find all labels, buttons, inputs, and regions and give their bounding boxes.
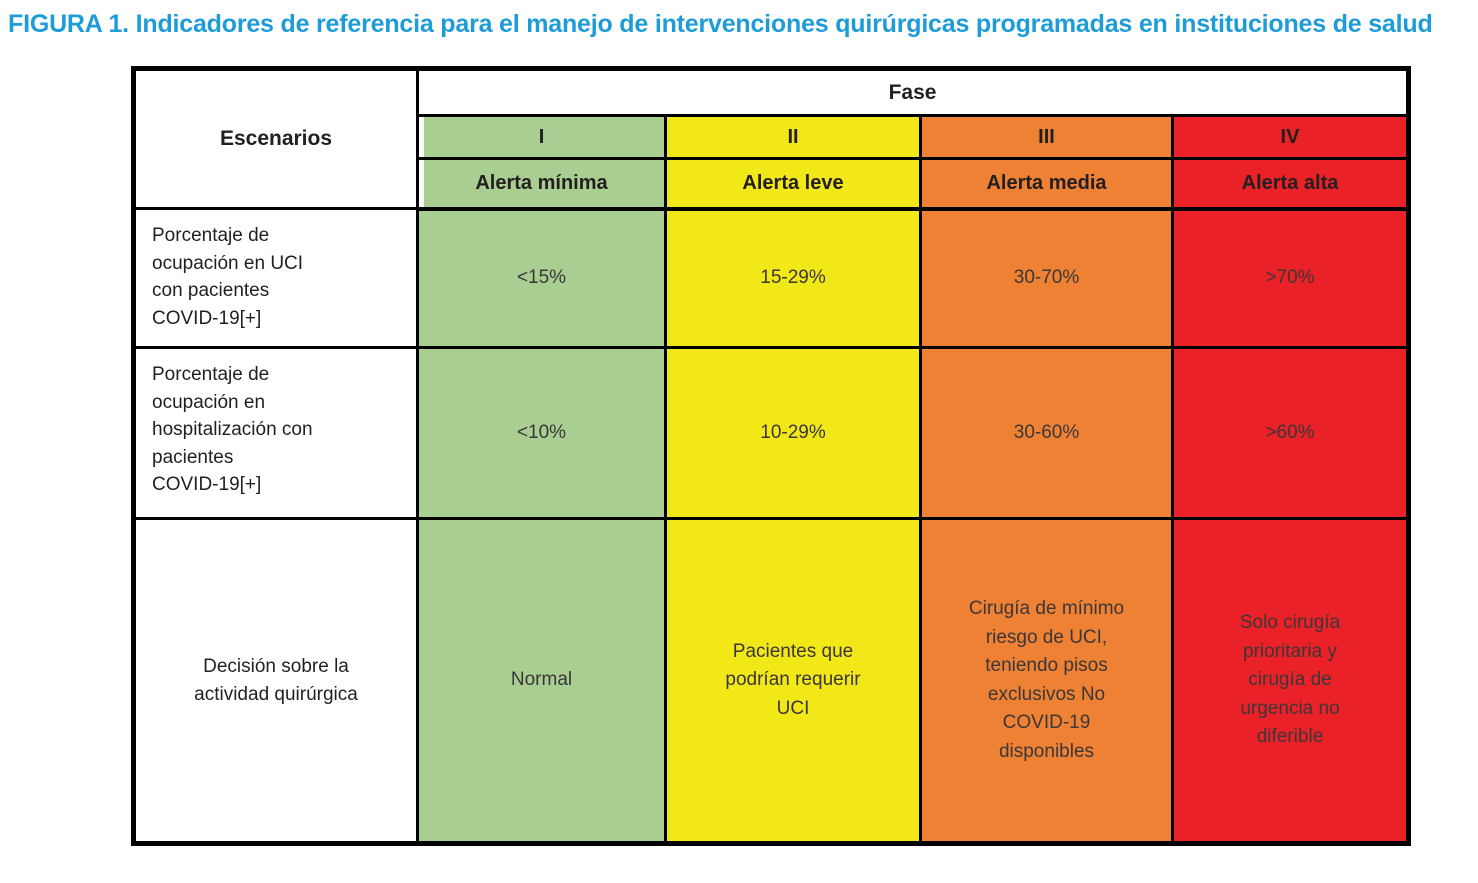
indicator-reference-table: Escenarios Fase I II III IV Alerta mínim… [131,66,1411,846]
phase-header-1: I [416,114,667,160]
phase-header-2: II [664,114,922,160]
value-cell-uci-phase-2: 15-29% [664,207,922,349]
row-uci-occupancy: Porcentaje de ocupación en UCI con pacie… [132,207,1410,349]
value-cell-uci-phase-1: <15% [416,207,667,349]
alert-header-1: Alerta mínima [416,157,667,211]
phase-header-3: III [919,114,1174,160]
header-row-alerts: Alerta mínima Alerta leve Alerta media A… [134,157,1410,211]
value-cell-hosp-phase-4: >60% [1171,346,1410,520]
row-surgical-decision: Decisión sobre la actividad quirúrgica N… [132,517,1410,845]
fase-header: Fase [416,67,1410,117]
header-row-fase: Escenarios Fase [132,67,1410,210]
value-cell-uci-phase-3: 30-70% [919,207,1174,349]
row-label-uci-occupancy: Porcentaje de ocupación en UCI con pacie… [132,207,419,349]
value-cell-hosp-phase-3: 30-60% [919,346,1174,520]
value-cell-decision-phase-4: Solo cirugía prioritaria y cirugía de ur… [1171,517,1410,845]
phase-header-4: IV [1171,114,1410,160]
value-cell-decision-phase-1: Normal [416,517,667,845]
row-label-hospitalization: Porcentaje de ocupación en hospitalizaci… [132,346,419,520]
value-cell-uci-phase-4: >70% [1171,207,1410,349]
value-cell-hosp-phase-2: 10-29% [664,346,922,520]
alert-header-3: Alerta media [919,157,1174,211]
alert-header-2: Alerta leve [664,157,922,211]
value-cell-decision-phase-2: Pacientes que podrían requerir UCI [664,517,922,845]
escenarios-header: Escenarios [132,67,419,210]
row-label-surgical-decision: Decisión sobre la actividad quirúrgica [132,517,419,845]
figure-title: FIGURA 1. Indicadores de referencia para… [8,10,1433,38]
value-cell-hosp-phase-1: <10% [416,346,667,520]
value-cell-decision-phase-3: Cirugía de mínimo riesgo de UCI, teniend… [919,517,1174,845]
alert-header-4: Alerta alta [1171,157,1410,211]
header-row-phases: I II III IV [134,114,1410,160]
row-hospitalization-occupancy: Porcentaje de ocupación en hospitalizaci… [132,346,1410,520]
